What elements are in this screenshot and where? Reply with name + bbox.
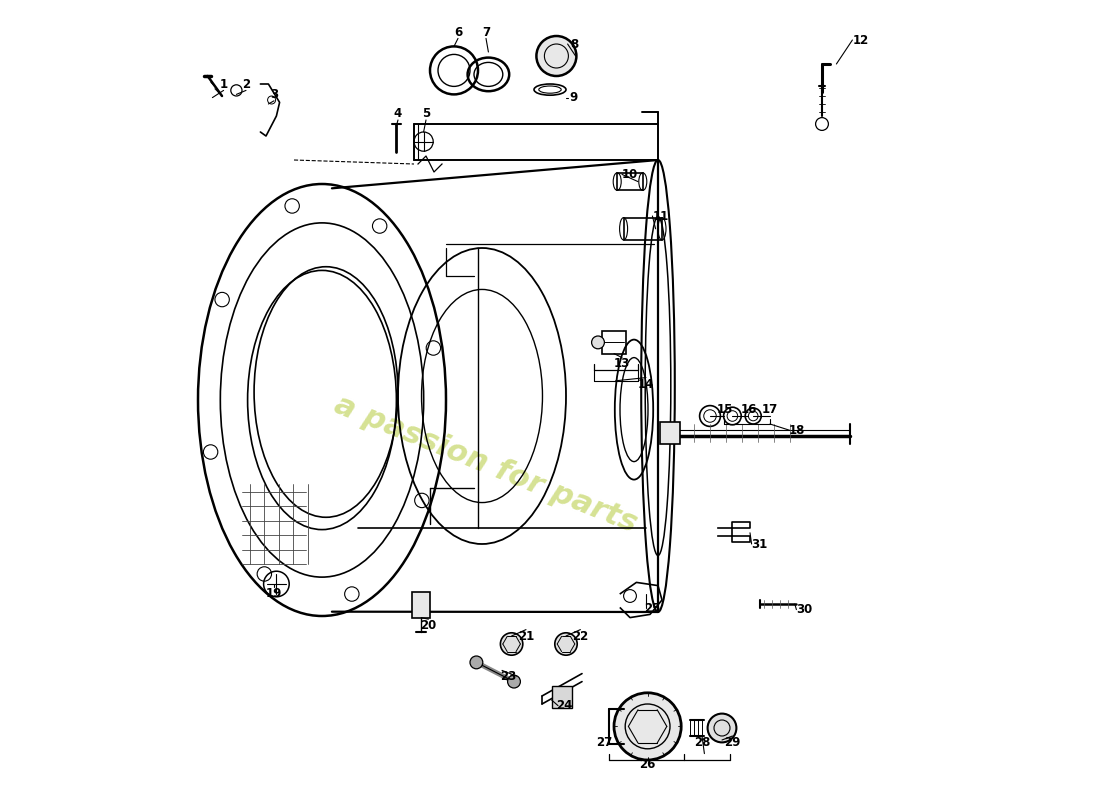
Text: 10: 10 <box>621 168 638 181</box>
Bar <box>660 422 681 444</box>
Text: 7: 7 <box>482 26 491 38</box>
Circle shape <box>500 633 522 655</box>
Circle shape <box>554 633 578 655</box>
Circle shape <box>707 714 736 742</box>
Text: 28: 28 <box>694 736 711 749</box>
Text: 6: 6 <box>454 26 462 38</box>
Circle shape <box>470 656 483 669</box>
Text: 15: 15 <box>716 403 733 416</box>
Text: 26: 26 <box>639 758 656 770</box>
Text: 23: 23 <box>500 670 517 682</box>
Ellipse shape <box>592 336 604 349</box>
Bar <box>552 686 572 708</box>
Text: 24: 24 <box>557 699 573 712</box>
Text: 1: 1 <box>220 78 228 90</box>
Text: 19: 19 <box>266 587 283 600</box>
Text: 25: 25 <box>645 602 661 614</box>
Text: 9: 9 <box>570 91 579 104</box>
Text: 27: 27 <box>596 736 613 749</box>
Text: 29: 29 <box>724 736 740 749</box>
Text: 12: 12 <box>852 34 869 46</box>
Text: 13: 13 <box>614 358 630 370</box>
Text: 5: 5 <box>422 107 430 120</box>
Circle shape <box>507 675 520 688</box>
Bar <box>602 331 626 354</box>
Circle shape <box>537 36 576 76</box>
Text: 31: 31 <box>751 538 768 550</box>
Text: 30: 30 <box>796 603 813 616</box>
Text: 3: 3 <box>270 88 278 101</box>
Bar <box>412 592 430 618</box>
Text: 17: 17 <box>762 403 778 416</box>
Text: 2: 2 <box>242 78 250 90</box>
Text: 20: 20 <box>420 619 437 632</box>
Text: 11: 11 <box>652 210 669 222</box>
Text: 4: 4 <box>394 107 403 120</box>
Text: a passion for parts: a passion for parts <box>330 390 641 538</box>
Bar <box>624 218 662 240</box>
Bar <box>617 173 642 190</box>
Text: 16: 16 <box>740 403 757 416</box>
Text: 8: 8 <box>570 38 579 50</box>
Circle shape <box>614 693 681 760</box>
Text: 22: 22 <box>572 630 588 642</box>
Text: 18: 18 <box>789 424 804 437</box>
Text: 14: 14 <box>638 378 654 390</box>
Text: 21: 21 <box>518 630 535 642</box>
